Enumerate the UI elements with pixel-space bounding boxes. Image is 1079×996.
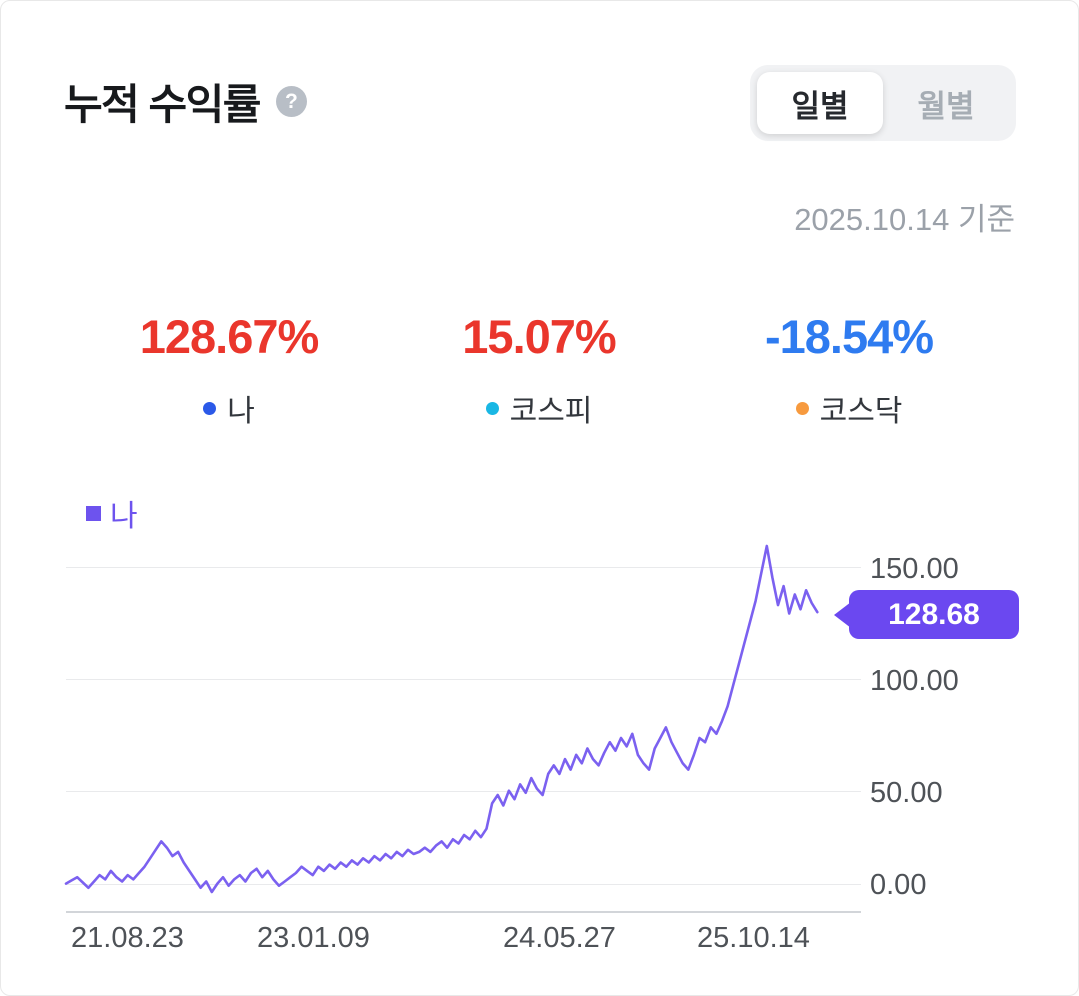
x-axis-line [66, 911, 861, 913]
return-line [64, 544, 819, 894]
stat-label: 코스닥 [819, 395, 903, 428]
page-title: 누적 수익률 [64, 81, 261, 128]
legend-square-icon [86, 505, 101, 521]
stat-value: -18.54% [764, 310, 934, 363]
stat-me: 128.67% 나 [59, 309, 399, 430]
gridline [66, 884, 861, 885]
stat-kosdaq: -18.54% 코스닥 [679, 309, 1019, 430]
as-of-date: 2025.10.14 기준 [794, 202, 1015, 237]
gridline [66, 679, 861, 680]
period-toggle-group: 일별 월별 [750, 65, 1016, 141]
x-axis-label: 23.01.09 [257, 922, 370, 954]
toggle-monthly[interactable]: 월별 [883, 72, 1009, 134]
stat-caption: 코스피 [369, 386, 709, 430]
header: 누적 수익률 ? [64, 71, 307, 132]
y-axis-label: 50.00 [870, 777, 943, 809]
kosdaq-dot-icon [795, 401, 809, 415]
y-axis-label: 100.00 [870, 665, 959, 697]
stat-value: 15.07% [462, 310, 616, 363]
stat-caption: 나 [59, 386, 399, 430]
y-axis-label: 0.00 [870, 869, 927, 901]
x-axis-label: 25.10.14 [697, 922, 810, 954]
gridline [66, 791, 861, 792]
stat-value: 128.67% [139, 310, 320, 363]
y-axis-label: 150.00 [870, 553, 959, 585]
badge-pointer-icon [834, 601, 851, 628]
badge-value: 128.68 [888, 597, 980, 631]
toggle-daily[interactable]: 일별 [757, 72, 883, 134]
kospi-dot-icon [485, 401, 499, 415]
return-line-svg[interactable] [64, 544, 861, 911]
me-dot-icon [203, 401, 217, 415]
stat-label: 코스피 [509, 395, 593, 428]
chart-legend: 나 [86, 491, 138, 535]
x-axis-label: 21.08.23 [71, 922, 184, 954]
legend-label: 나 [110, 500, 138, 533]
stat-kospi: 15.07% 코스피 [369, 309, 709, 430]
stat-caption: 코스닥 [679, 386, 1019, 430]
current-value-badge: 128.68 [834, 590, 1019, 639]
gridline [66, 567, 861, 568]
help-icon[interactable]: ? [275, 86, 307, 117]
stat-label: 나 [227, 395, 255, 428]
x-axis-label: 24.05.27 [503, 922, 616, 954]
